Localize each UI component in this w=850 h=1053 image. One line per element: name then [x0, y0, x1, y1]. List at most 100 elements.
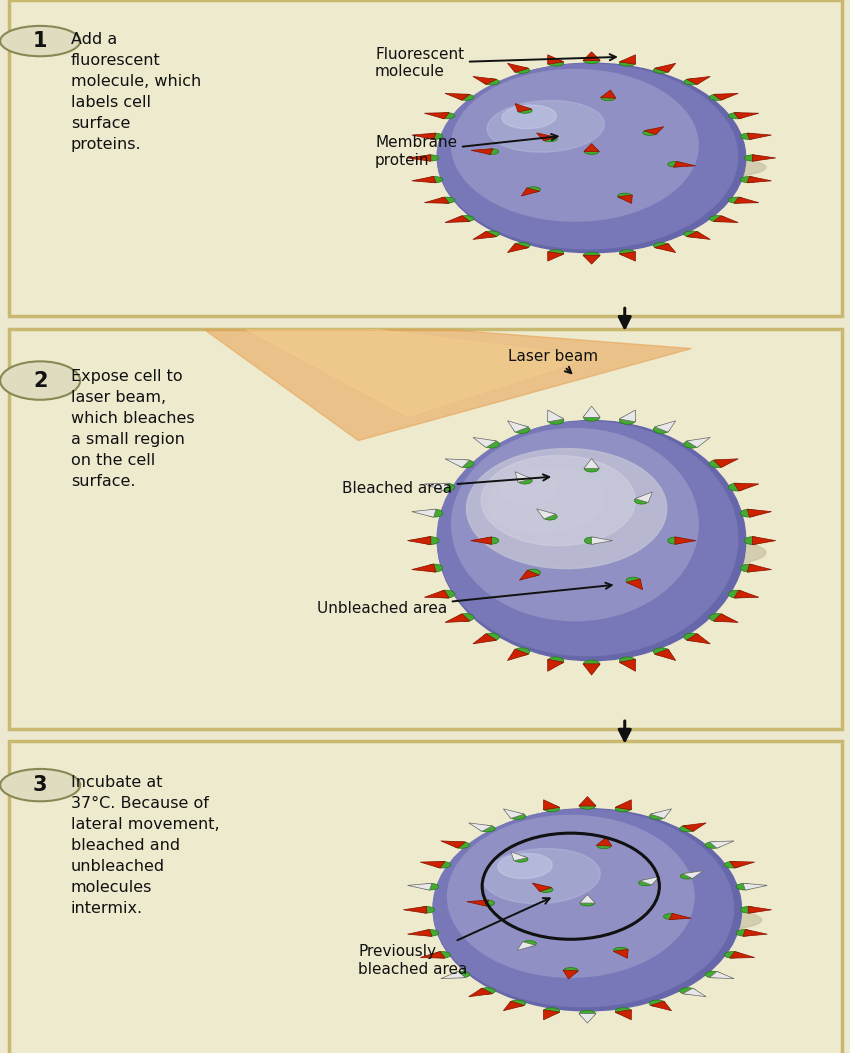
Polygon shape: [673, 161, 695, 167]
Circle shape: [649, 813, 666, 819]
Polygon shape: [473, 634, 496, 643]
Polygon shape: [743, 883, 768, 890]
Polygon shape: [579, 1014, 596, 1024]
Ellipse shape: [467, 449, 666, 569]
Polygon shape: [471, 148, 493, 155]
Circle shape: [0, 361, 80, 400]
Polygon shape: [467, 900, 489, 907]
Polygon shape: [507, 421, 529, 432]
Polygon shape: [592, 537, 613, 544]
Polygon shape: [687, 232, 711, 239]
Polygon shape: [617, 195, 632, 203]
Circle shape: [724, 861, 740, 868]
Polygon shape: [713, 216, 738, 222]
Polygon shape: [615, 800, 632, 810]
Circle shape: [654, 648, 669, 655]
Ellipse shape: [438, 63, 745, 253]
Polygon shape: [511, 852, 528, 860]
Circle shape: [514, 242, 530, 249]
Circle shape: [427, 510, 443, 517]
Circle shape: [543, 513, 557, 520]
Circle shape: [585, 148, 598, 155]
Polygon shape: [583, 663, 600, 675]
Text: 1: 1: [33, 32, 48, 51]
Circle shape: [680, 988, 695, 994]
Circle shape: [548, 250, 564, 256]
Text: Add a
fluorescent
molecule, which
labels cell
surface
proteins.: Add a fluorescent molecule, which labels…: [71, 32, 201, 152]
Circle shape: [684, 633, 700, 641]
Circle shape: [526, 186, 541, 193]
Circle shape: [668, 161, 682, 167]
Circle shape: [458, 460, 474, 468]
Polygon shape: [687, 77, 711, 84]
Circle shape: [618, 193, 632, 199]
Polygon shape: [583, 406, 600, 417]
Ellipse shape: [487, 468, 604, 533]
Circle shape: [584, 253, 599, 258]
Circle shape: [581, 900, 595, 906]
Polygon shape: [536, 133, 556, 141]
Polygon shape: [563, 970, 579, 979]
Circle shape: [615, 1008, 632, 1014]
Ellipse shape: [481, 456, 635, 545]
Polygon shape: [532, 883, 552, 892]
Ellipse shape: [438, 420, 745, 660]
Circle shape: [580, 802, 596, 810]
Polygon shape: [445, 614, 470, 622]
Circle shape: [544, 1008, 559, 1014]
Circle shape: [620, 60, 635, 66]
Ellipse shape: [442, 151, 766, 184]
Circle shape: [439, 113, 455, 119]
Circle shape: [728, 591, 745, 598]
Polygon shape: [747, 564, 772, 572]
Circle shape: [585, 465, 598, 472]
Polygon shape: [445, 459, 470, 468]
Ellipse shape: [483, 849, 600, 903]
Circle shape: [518, 107, 532, 114]
Polygon shape: [517, 941, 536, 951]
Polygon shape: [411, 509, 436, 517]
Polygon shape: [713, 459, 738, 468]
Circle shape: [620, 417, 635, 424]
Polygon shape: [730, 861, 755, 868]
Circle shape: [709, 614, 725, 621]
Ellipse shape: [442, 532, 766, 574]
FancyBboxPatch shape: [8, 741, 842, 1053]
Text: Previously
bleached area: Previously bleached area: [359, 898, 550, 976]
Polygon shape: [709, 841, 734, 849]
Circle shape: [584, 414, 599, 421]
Circle shape: [544, 806, 559, 812]
Circle shape: [543, 136, 557, 142]
Polygon shape: [620, 55, 636, 64]
Circle shape: [584, 58, 599, 63]
Circle shape: [427, 564, 443, 572]
Circle shape: [434, 952, 451, 958]
Circle shape: [548, 60, 564, 66]
Circle shape: [585, 537, 598, 544]
Polygon shape: [734, 590, 759, 598]
Circle shape: [654, 242, 669, 249]
Circle shape: [484, 537, 499, 544]
Circle shape: [564, 968, 578, 973]
Circle shape: [634, 497, 649, 504]
Circle shape: [514, 67, 530, 74]
Polygon shape: [468, 988, 492, 997]
Circle shape: [510, 813, 525, 819]
Polygon shape: [521, 187, 540, 196]
Circle shape: [548, 417, 564, 424]
Polygon shape: [468, 822, 492, 832]
Circle shape: [458, 216, 474, 221]
Polygon shape: [547, 55, 564, 64]
Polygon shape: [547, 252, 564, 261]
Polygon shape: [654, 63, 676, 73]
Circle shape: [745, 155, 761, 161]
Circle shape: [580, 1010, 596, 1017]
Polygon shape: [208, 309, 592, 417]
Circle shape: [620, 250, 635, 256]
Polygon shape: [747, 133, 772, 140]
Circle shape: [422, 883, 439, 890]
Circle shape: [548, 657, 564, 664]
Polygon shape: [424, 590, 449, 598]
Polygon shape: [473, 437, 496, 448]
Polygon shape: [614, 949, 628, 958]
